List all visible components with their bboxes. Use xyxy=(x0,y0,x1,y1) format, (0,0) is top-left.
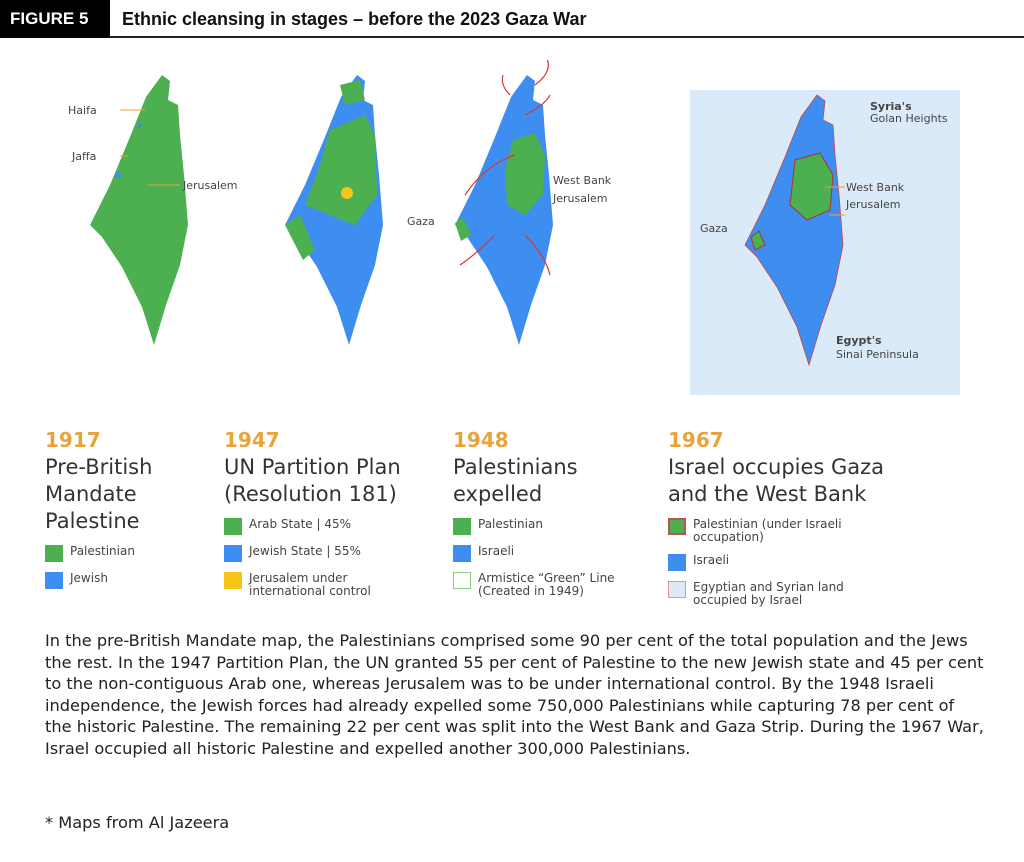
label-gaza: Gaza xyxy=(407,215,435,228)
legend-item: Israeli xyxy=(453,545,653,562)
legend-item: Armistice “Green” Line (Created in 1949) xyxy=(453,572,653,598)
label-egypt: Egypt's xyxy=(836,334,882,347)
label-west-bank: West Bank xyxy=(553,174,612,187)
figure-label: FIGURE 5 xyxy=(0,0,110,38)
label-gaza: Gaza xyxy=(700,222,728,235)
map-1947 xyxy=(285,75,383,345)
panel-1948: 1948 Palestinians expelled Palestinian Is… xyxy=(453,428,653,608)
year: 1917 xyxy=(45,428,101,452)
figure-header: FIGURE 5 Ethnic cleansing in stages – be… xyxy=(0,0,1024,38)
legend-item: Jewish xyxy=(45,572,152,589)
legend-item: Jewish State | 55% xyxy=(224,545,439,562)
year: 1967 xyxy=(668,428,724,452)
figure-title: Ethnic cleansing in stages – before the … xyxy=(122,9,587,29)
legend-item: Israeli xyxy=(668,554,928,571)
legend-item: Palestinian (under Israeli occupation) xyxy=(668,518,928,544)
panel-1917: 1917 Pre-British Mandate Palestine Palesti… xyxy=(45,428,152,599)
label-haifa: Haifa xyxy=(68,104,97,117)
label-west-bank: West Bank xyxy=(846,181,905,194)
source-note: * Maps from Al Jazeera xyxy=(45,813,230,832)
label-jerusalem: Jerusalem xyxy=(552,192,608,205)
legend-item: Palestinian xyxy=(453,518,653,535)
year: 1948 xyxy=(453,428,509,452)
panel-1967: 1967 Israel occupies Gaza and the West Ba… xyxy=(668,428,928,617)
legend: Palestinian Jewish xyxy=(45,545,152,589)
map-1948: West Bank Jerusalem Gaza xyxy=(407,60,612,345)
map-1917: Haifa Jaffa Jerusalem xyxy=(68,75,238,345)
label-jerusalem: Jerusalem xyxy=(182,179,238,192)
panel-heading: UN Partition Plan (Resolution 181) xyxy=(224,455,401,506)
legend-item: Arab State | 45% xyxy=(224,518,439,535)
legend: Palestinian (under Israeli occupation) I… xyxy=(668,518,928,607)
year: 1947 xyxy=(224,428,280,452)
legend-item: Jerusalem under international control xyxy=(224,572,439,598)
legend-item: Palestinian xyxy=(45,545,152,562)
map-1967: Syria's Golan Heights West Bank Jerusale… xyxy=(690,90,960,395)
legend: Arab State | 45% Jewish State | 55% Jeru… xyxy=(224,518,439,598)
legend: Palestinian Israeli Armistice “Green” Li… xyxy=(453,518,653,598)
label-syria: Syria's xyxy=(870,100,912,113)
panel-heading: Palestinians expelled xyxy=(453,455,578,506)
panel-heading: Pre-British Mandate Palestine xyxy=(45,455,153,533)
panel-heading: Israel occupies Gaza and the West Bank xyxy=(668,455,885,506)
label-sinai: Sinai Peninsula xyxy=(836,348,919,361)
label-golan-heights: Golan Heights xyxy=(870,112,948,125)
label-jerusalem: Jerusalem xyxy=(845,198,901,211)
body-text: In the pre-British Mandate map, the Pale… xyxy=(45,631,984,758)
label-jaffa: Jaffa xyxy=(71,150,96,163)
legend-item: Egyptian and Syrian land occupied by Isr… xyxy=(668,581,928,607)
panel-1947: 1947 UN Partition Plan (Resolution 181) A… xyxy=(224,428,439,608)
maps: Haifa Jaffa Jerusalem West Bank Jerusale… xyxy=(68,60,960,395)
